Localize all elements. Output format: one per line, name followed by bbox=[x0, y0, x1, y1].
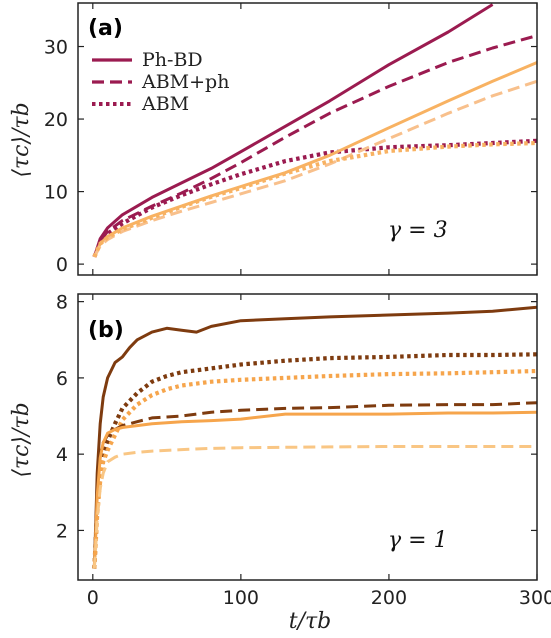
x-tick-label: 0 bbox=[87, 587, 99, 609]
panel-a-frame bbox=[77, 2, 538, 276]
legend-label-ph-bd: Ph-BD bbox=[142, 49, 203, 71]
panel-a-tag: (a) bbox=[88, 16, 123, 41]
panel-a-series-line-1 bbox=[92, 34, 537, 258]
legend-label-abm: ABM bbox=[141, 93, 189, 115]
y-tick-label: 2 bbox=[56, 520, 68, 542]
panel-b-y-ticks: 2 4 6 8 bbox=[56, 292, 537, 542]
panel-b-tag: (b) bbox=[88, 318, 124, 343]
x-tick-label: 300 bbox=[519, 587, 551, 609]
panel-a-series-line-3 bbox=[92, 61, 537, 258]
panel-b-series bbox=[92, 305, 537, 569]
legend-label-abm-ph: ABM+ph bbox=[141, 71, 229, 93]
y-tick-label: 0 bbox=[56, 254, 68, 276]
panel-b-series-line-2 bbox=[92, 368, 537, 569]
panel-a-y-axis-label: ⟨τc⟩/τb bbox=[9, 102, 34, 177]
x-tick-label: 200 bbox=[371, 587, 407, 609]
x-axis-label: t/τb bbox=[289, 609, 332, 634]
panel-b-series-line-0 bbox=[92, 305, 537, 569]
panel-b-series-line-1 bbox=[92, 352, 537, 569]
panel-b-series-line-4 bbox=[92, 410, 537, 569]
y-tick-label: 30 bbox=[44, 37, 68, 59]
y-tick-label: 8 bbox=[56, 292, 68, 314]
panel-a-series-line-2 bbox=[92, 138, 537, 258]
y-tick-label: 10 bbox=[44, 182, 68, 204]
y-tick-label: 6 bbox=[56, 368, 68, 390]
y-tick-label: 20 bbox=[44, 109, 68, 131]
panel-a-series-line-0 bbox=[92, 3, 494, 258]
panel-a: 0 10 20 30 ⟨τc⟩/τb (a) Ph-BD ABM+ph ABM γ =… bbox=[9, 2, 538, 276]
panel-b-y-axis-label: ⟨τc⟩/τb bbox=[9, 402, 34, 477]
panel-b-series-line-5 bbox=[92, 445, 537, 569]
panel-b-frame bbox=[77, 293, 538, 581]
legend: Ph-BD ABM+ph ABM bbox=[92, 49, 229, 115]
panel-b-series-line-3 bbox=[92, 401, 537, 569]
panel-b-x-ticks: 0 100 200 300 bbox=[87, 294, 551, 609]
panel-b-gamma-annotation: γ = 1 bbox=[388, 528, 448, 553]
panel-b: 2 4 6 8 0 100 200 300 ⟨τc⟩/τb t/τb (b) γ = 1 bbox=[9, 292, 551, 634]
panel-a-y-ticks: 0 10 20 30 bbox=[44, 3, 538, 276]
y-tick-label: 4 bbox=[56, 444, 68, 466]
panel-a-series bbox=[92, 3, 537, 258]
panel-a-gamma-annotation: γ = 3 bbox=[388, 218, 448, 243]
panel-a-series-line-4 bbox=[92, 79, 537, 258]
x-tick-label: 100 bbox=[223, 587, 259, 609]
